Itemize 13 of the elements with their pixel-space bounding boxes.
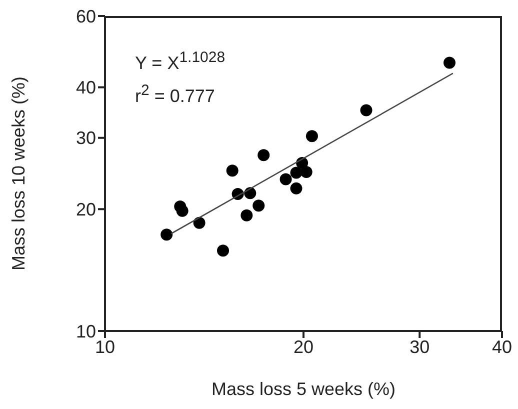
x-tick-label: 30 bbox=[410, 336, 430, 357]
y-axis-title: Mass loss 10 weeks (%) bbox=[8, 76, 28, 271]
y-tick-label: 10 bbox=[76, 321, 96, 342]
x-tick-label: 10 bbox=[94, 336, 116, 357]
x-axis-title: Mass loss 5 weeks (%) bbox=[210, 379, 397, 400]
y-tick-label: 40 bbox=[76, 78, 96, 98]
x-tick-label: 20 bbox=[293, 336, 314, 357]
y-tick-label: 20 bbox=[76, 200, 96, 220]
annotation: Y = X$^{1.1028}$ bbox=[135, 48, 226, 75]
y-tick-label: 60 bbox=[76, 6, 96, 26]
x-tick-label: 40 bbox=[492, 336, 512, 357]
annotation: r$^{2}$ = 0.777 bbox=[135, 81, 216, 108]
y-tick-label: 30 bbox=[76, 128, 96, 148]
